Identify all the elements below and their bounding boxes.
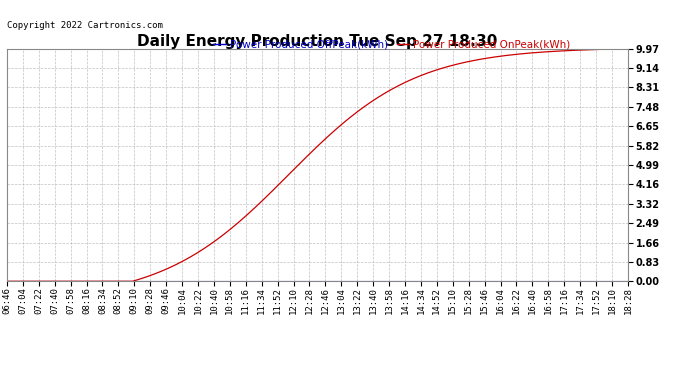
Title: Daily Energy Production Tue Sep 27 18:30: Daily Energy Production Tue Sep 27 18:30 [137,34,497,49]
Legend: Power Produced OffPeak(kWh), Power Produced OnPeak(kWh): Power Produced OffPeak(kWh), Power Produ… [209,35,575,54]
Text: Copyright 2022 Cartronics.com: Copyright 2022 Cartronics.com [7,21,163,30]
